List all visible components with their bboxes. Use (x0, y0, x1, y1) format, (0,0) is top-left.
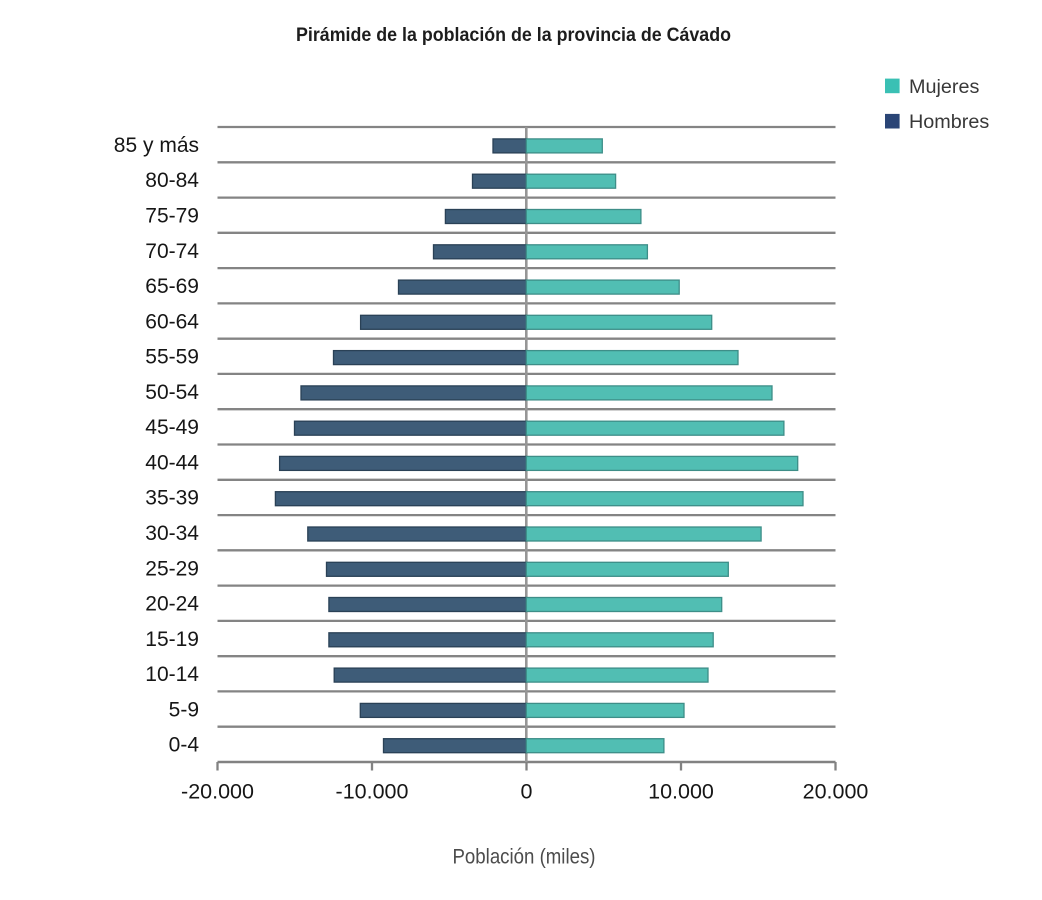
svg-text:55-59: 55-59 (145, 346, 199, 369)
svg-text:70-74: 70-74 (145, 240, 199, 263)
svg-text:25-29: 25-29 (145, 557, 199, 580)
svg-text:0: 0 (521, 780, 533, 804)
svg-text:45-49: 45-49 (145, 416, 199, 439)
svg-text:Pirámide de la población de la: Pirámide de la población de la provincia… (296, 25, 731, 46)
svg-text:20-24: 20-24 (145, 593, 199, 616)
svg-text:Hombres: Hombres (909, 111, 989, 133)
svg-text:60-64: 60-64 (145, 310, 199, 333)
svg-text:35-39: 35-39 (145, 487, 199, 510)
svg-text:80-84: 80-84 (145, 169, 199, 192)
svg-text:10-14: 10-14 (145, 663, 199, 686)
svg-text:20.000: 20.000 (803, 780, 869, 804)
svg-text:5-9: 5-9 (169, 698, 199, 721)
svg-text:10.000: 10.000 (648, 780, 714, 804)
svg-text:65-69: 65-69 (145, 275, 199, 298)
svg-text:85 y más: 85 y más (114, 134, 199, 157)
svg-text:15-19: 15-19 (145, 628, 199, 651)
svg-text:-20.000: -20.000 (181, 780, 254, 804)
svg-text:50-54: 50-54 (145, 381, 199, 404)
svg-text:Población (miles): Población (miles) (453, 846, 596, 869)
svg-text:75-79: 75-79 (145, 205, 199, 228)
svg-text:Mujeres: Mujeres (909, 76, 979, 98)
svg-text:30-34: 30-34 (145, 522, 199, 545)
svg-text:40-44: 40-44 (145, 451, 199, 474)
svg-text:0-4: 0-4 (169, 734, 200, 757)
svg-text:-10.000: -10.000 (336, 780, 409, 804)
